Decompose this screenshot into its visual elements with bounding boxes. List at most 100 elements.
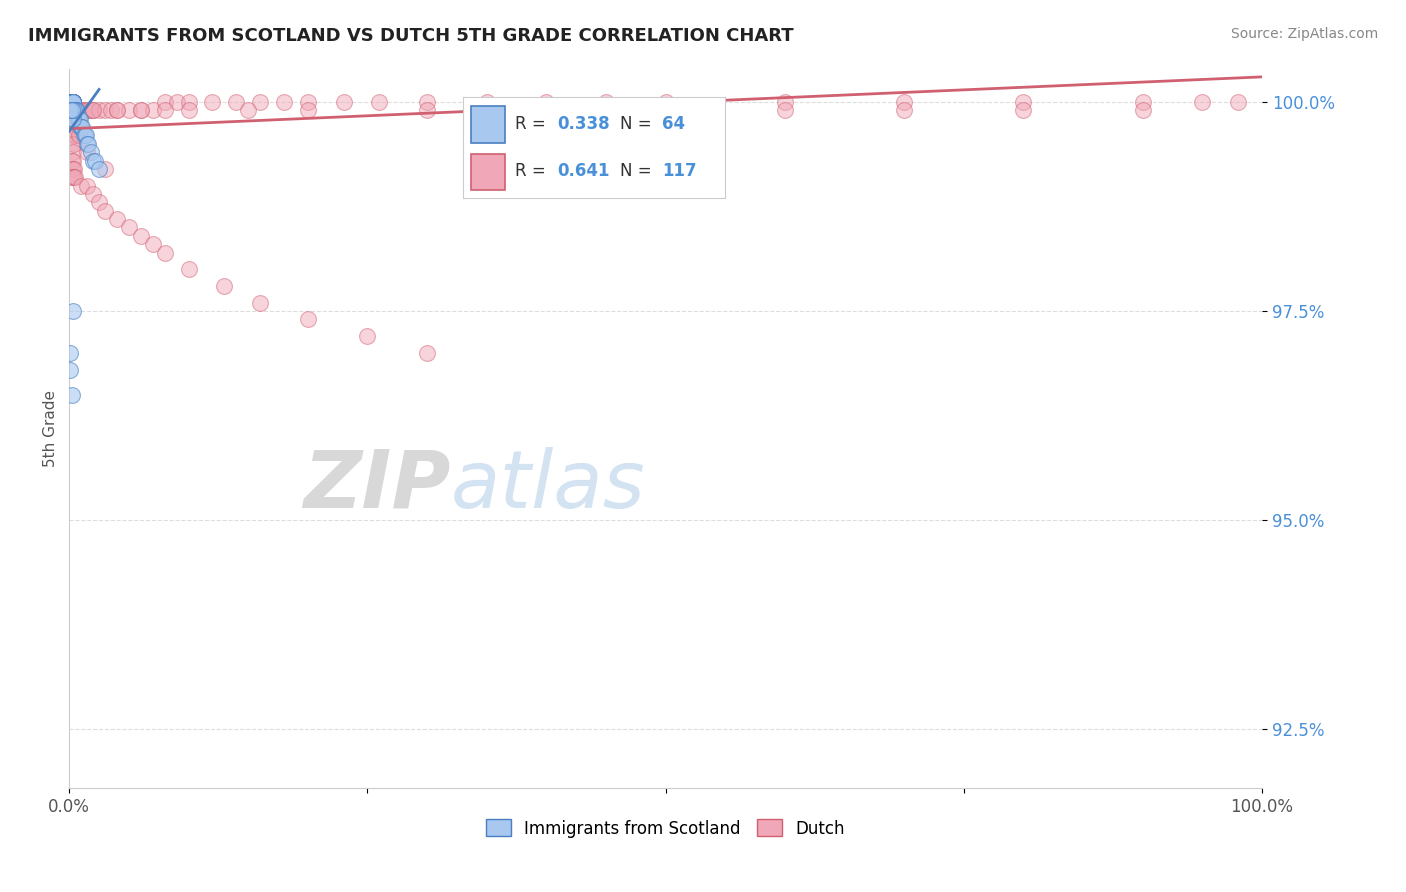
Point <box>65 112 87 126</box>
Point <box>67 128 90 143</box>
Point <box>177 95 200 109</box>
Point <box>67 103 90 118</box>
Point <box>63 103 86 118</box>
Point <box>62 145 84 160</box>
Point <box>249 295 271 310</box>
Point <box>62 304 84 318</box>
Point <box>63 103 86 118</box>
Point <box>63 103 86 118</box>
Point <box>129 228 152 243</box>
Point <box>82 103 104 118</box>
Point <box>59 95 82 109</box>
Point <box>66 112 89 126</box>
Point <box>65 120 87 134</box>
Point <box>65 112 87 126</box>
Point <box>595 95 617 109</box>
Point <box>62 120 84 134</box>
Point <box>62 103 84 118</box>
Point <box>70 120 93 134</box>
Point <box>105 103 128 118</box>
Point <box>65 103 87 118</box>
Point <box>94 103 117 118</box>
Point <box>62 103 84 118</box>
Point <box>60 95 83 109</box>
Point <box>249 95 271 109</box>
Point <box>77 136 100 151</box>
Point <box>1191 95 1213 109</box>
Point <box>236 103 259 118</box>
Point <box>536 103 558 118</box>
Point <box>60 103 83 118</box>
Point <box>1012 103 1035 118</box>
Point <box>59 346 82 360</box>
Point <box>87 161 110 176</box>
Point <box>60 170 83 185</box>
Point <box>60 95 83 109</box>
Point <box>62 95 84 109</box>
Y-axis label: 5th Grade: 5th Grade <box>44 390 58 467</box>
Point <box>60 103 83 118</box>
Point <box>368 95 391 109</box>
Point <box>82 153 104 168</box>
Legend: Immigrants from Scotland, Dutch: Immigrants from Scotland, Dutch <box>479 813 852 844</box>
Point <box>62 103 84 118</box>
Point <box>62 95 84 109</box>
Point <box>62 112 84 126</box>
Point <box>225 95 247 109</box>
Point <box>416 103 439 118</box>
Point <box>69 120 91 134</box>
Point <box>129 103 152 118</box>
Point <box>63 103 86 118</box>
Point <box>63 170 86 185</box>
Point <box>63 128 86 143</box>
Point <box>67 112 90 126</box>
Point <box>62 161 84 176</box>
Point <box>297 95 319 109</box>
Point <box>62 112 84 126</box>
Point <box>142 237 165 252</box>
Point <box>66 112 89 126</box>
Point <box>1227 95 1250 109</box>
Point <box>166 95 188 109</box>
Point <box>62 95 84 109</box>
Point <box>70 120 93 134</box>
Point <box>60 95 83 109</box>
Point <box>62 95 84 109</box>
Point <box>62 95 84 109</box>
Point <box>63 103 86 118</box>
Point <box>66 112 89 126</box>
Point <box>67 112 90 126</box>
Point <box>66 103 89 118</box>
Point <box>75 128 97 143</box>
Point <box>153 103 176 118</box>
Point <box>65 103 87 118</box>
Point <box>60 103 83 118</box>
Point <box>67 112 90 126</box>
Point <box>63 128 86 143</box>
Point <box>773 95 796 109</box>
Point <box>273 95 295 109</box>
Point <box>80 103 103 118</box>
Point <box>62 136 84 151</box>
Point <box>654 103 676 118</box>
Point <box>129 103 152 118</box>
Point <box>62 95 84 109</box>
Point <box>63 120 86 134</box>
Point <box>94 203 117 218</box>
Point <box>214 279 236 293</box>
Point <box>654 95 676 109</box>
Point <box>62 103 84 118</box>
Point <box>59 95 82 109</box>
Point <box>63 112 86 126</box>
Point <box>59 103 82 118</box>
Point <box>87 195 110 210</box>
Point <box>153 95 176 109</box>
Point <box>60 95 83 109</box>
Point <box>297 312 319 326</box>
Point <box>297 103 319 118</box>
Point <box>72 120 94 134</box>
Point <box>80 145 103 160</box>
Point <box>100 103 122 118</box>
Text: Source: ZipAtlas.com: Source: ZipAtlas.com <box>1230 27 1378 41</box>
Point <box>60 95 83 109</box>
